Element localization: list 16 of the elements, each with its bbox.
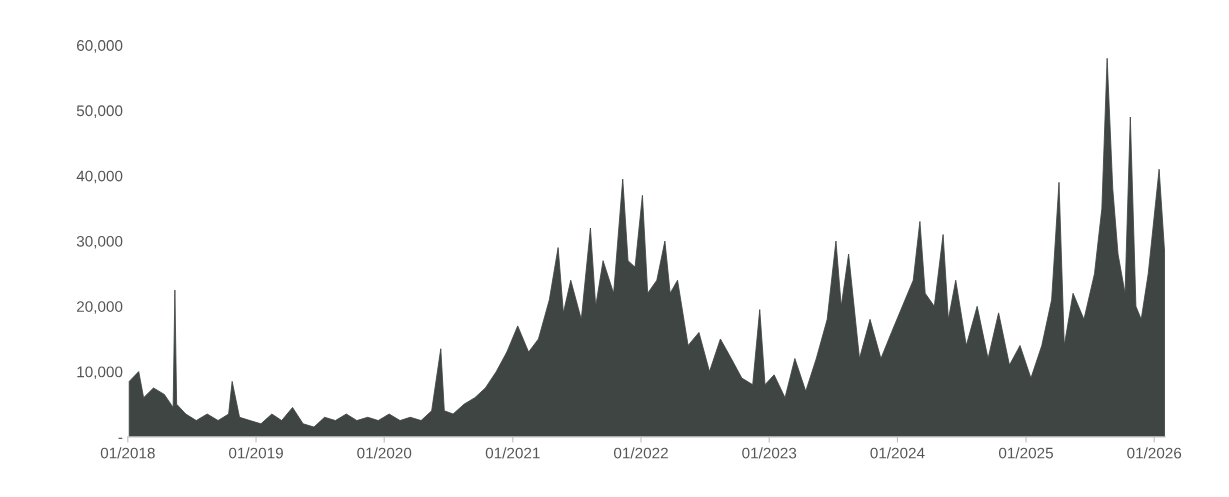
x-tick-label: 01/2021 (485, 447, 540, 459)
x-tick-label: 01/2024 (870, 447, 925, 459)
y-tick-label: 50,000 (76, 105, 123, 118)
y-tick-label: 10,000 (77, 366, 123, 380)
x-tick-label: 01/2018 (100, 447, 155, 459)
y-tick-label: 30,000 (76, 235, 123, 249)
y-tick-label: 60,000 (77, 40, 123, 53)
x-tick-label: 01/2020 (357, 447, 412, 459)
y-tick-label: 40,000 (76, 170, 123, 184)
y-tick-label: - (118, 437, 123, 439)
x-tick-label: 01/2026 (1127, 447, 1182, 459)
x-tick-label: 01/2022 (614, 447, 668, 459)
x-tick-label: 01/2025 (998, 447, 1053, 459)
x-tick-label: 01/2023 (742, 447, 797, 459)
y-tick-label: 20,000 (77, 301, 123, 314)
x-tick-label: 01/2019 (229, 447, 283, 459)
